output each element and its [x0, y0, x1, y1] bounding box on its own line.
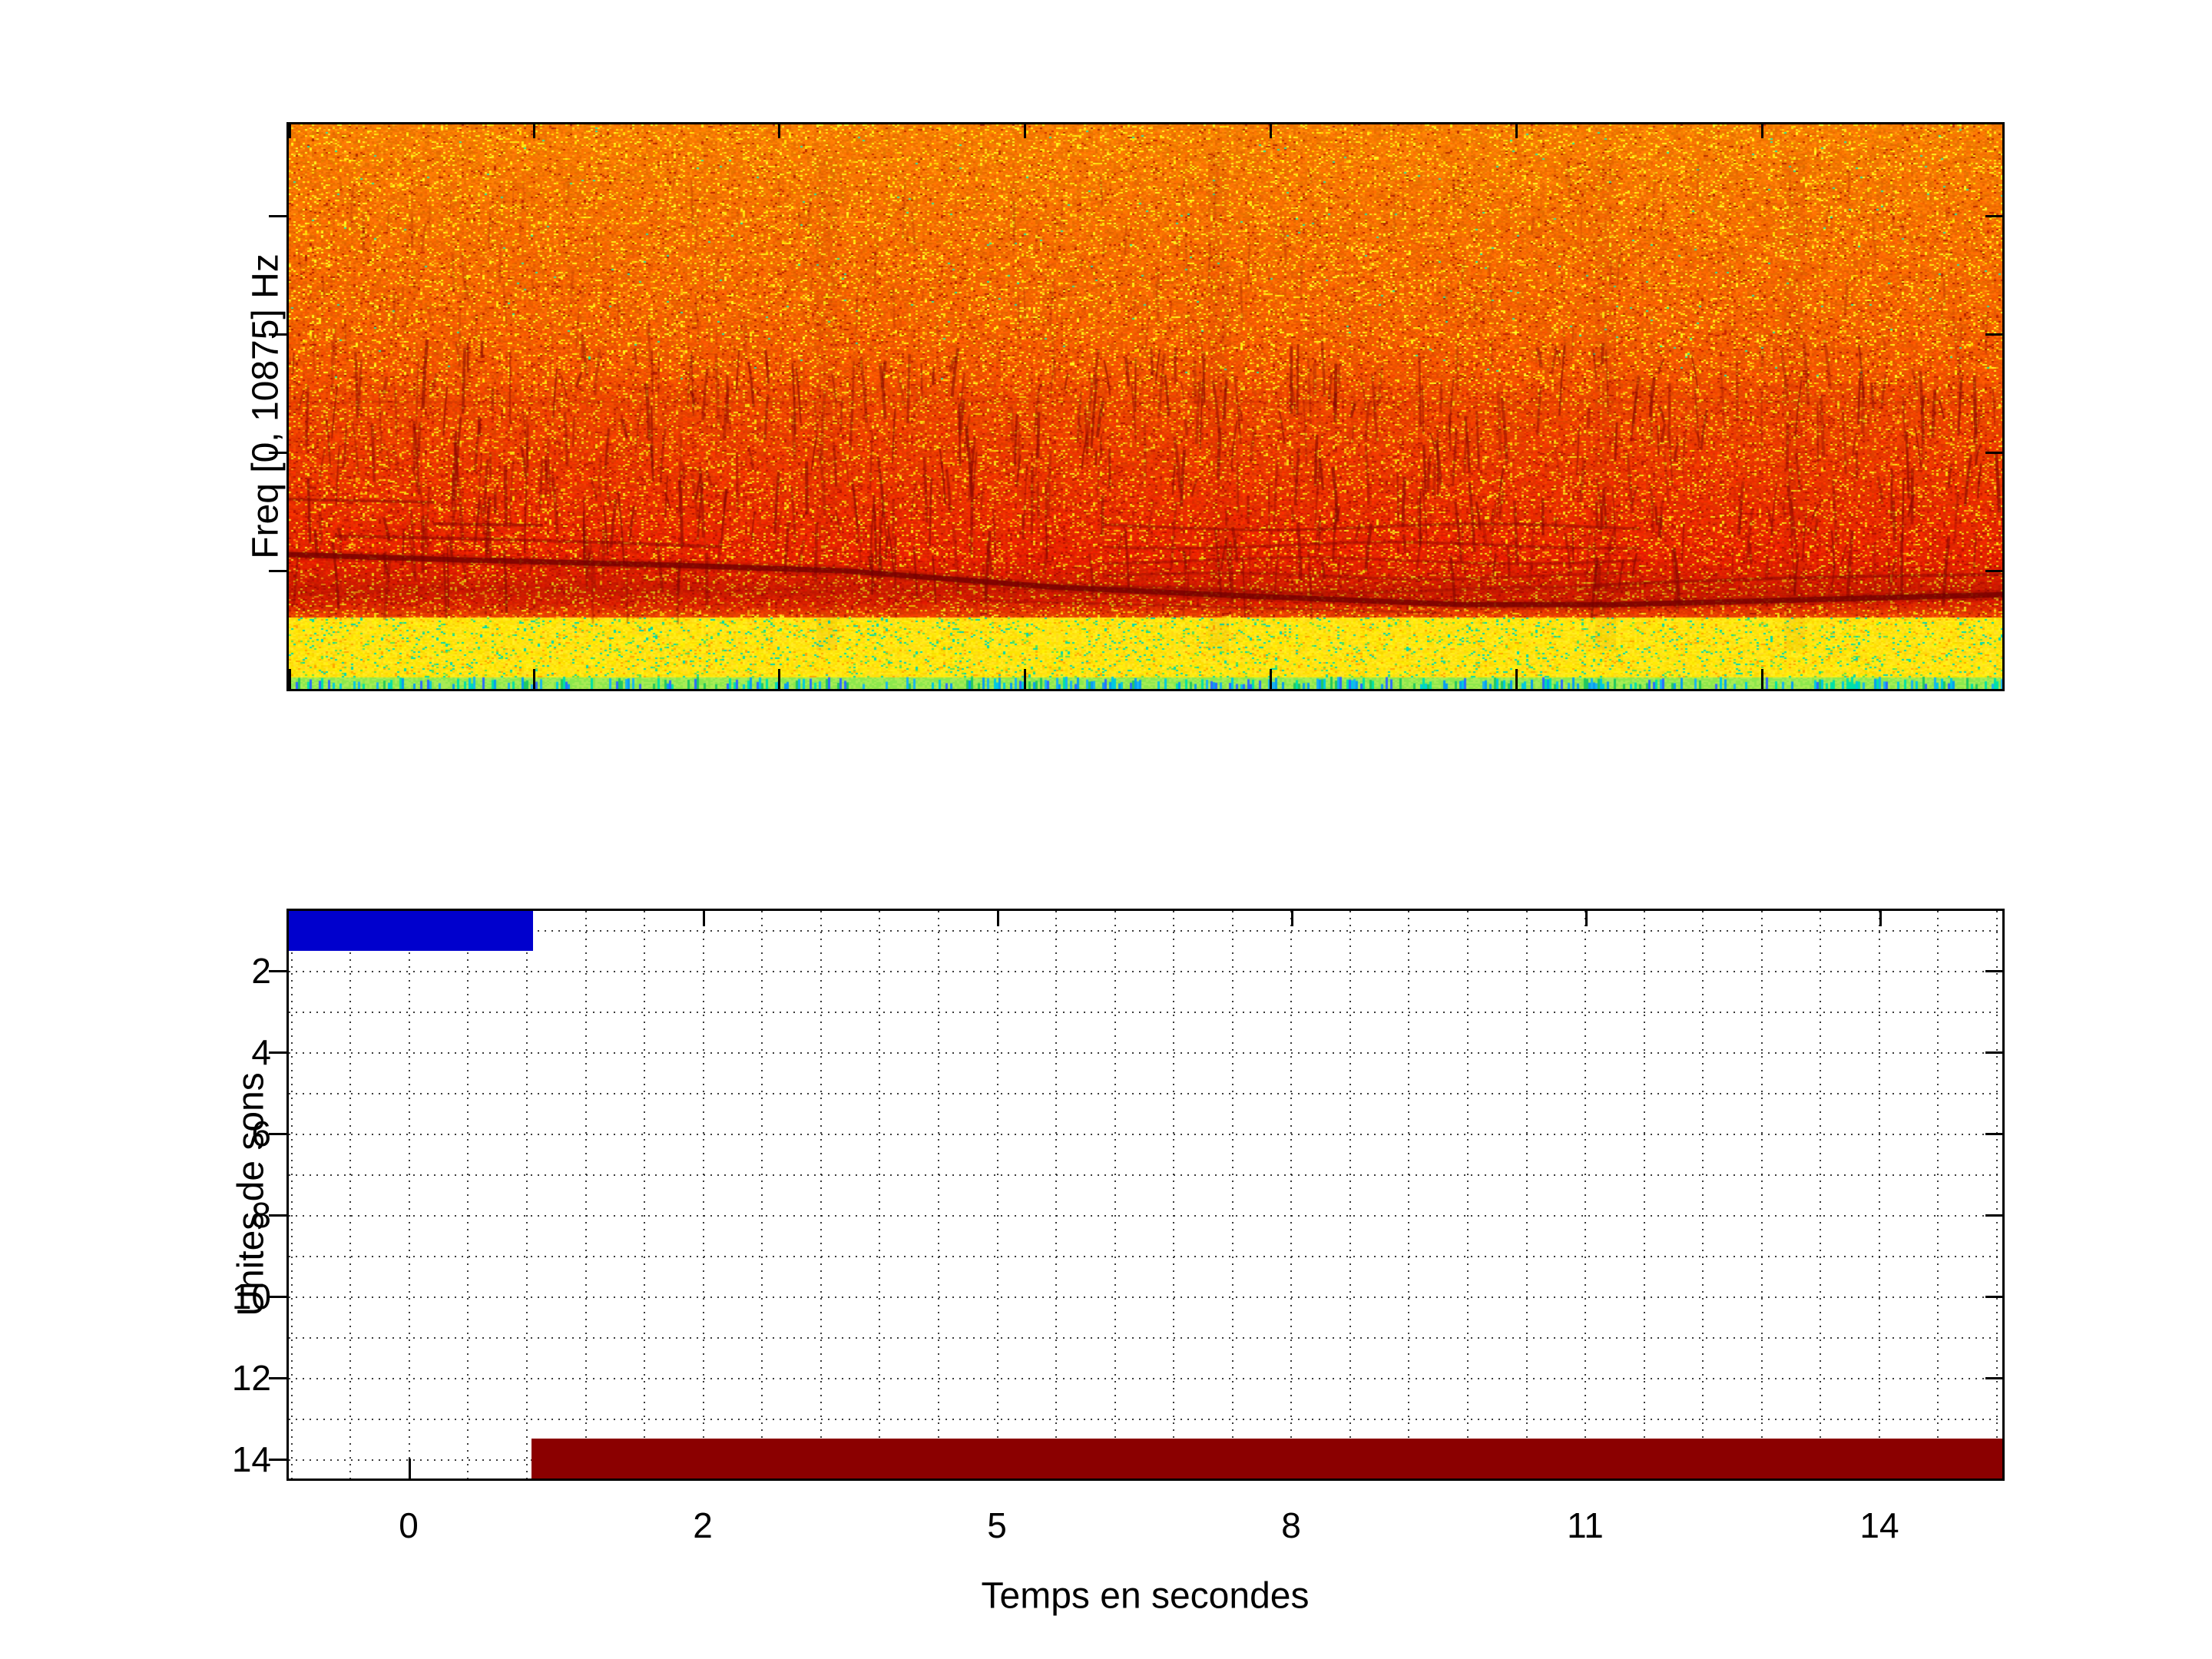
unit-14-bar-darkred [531, 1439, 2002, 1479]
time-x-axis-label: Temps en secondes [981, 1575, 1310, 1617]
spectrogram-y-axis-label: Freq [0, 10875] Hz [245, 253, 286, 559]
y-tick-label: 6 [251, 1114, 271, 1154]
y-tick-label: 4 [251, 1032, 271, 1072]
x-tick-label: 2 [693, 1505, 713, 1545]
sound-units-plot-area: 0 2 5 8 11 14 2 4 6 8 10 12 14 [232, 911, 2002, 1545]
y-tick-label: 14 [231, 1439, 271, 1479]
x-tick-label: 0 [399, 1505, 419, 1545]
x-tick-label: 8 [1281, 1505, 1301, 1545]
unit-1-bar-blue [289, 911, 533, 951]
spectrogram-plot-area [269, 124, 2002, 689]
sound-units-plot: 0 2 5 8 11 14 2 4 6 8 10 12 14 [232, 909, 2005, 1545]
x-tick-label: 5 [987, 1505, 1007, 1545]
y-tick-label: 10 [231, 1277, 271, 1316]
x-tick-label: 14 [1859, 1505, 1899, 1545]
x-tick-label: 11 [1567, 1505, 1604, 1545]
y-tick-label: 12 [231, 1358, 271, 1398]
sound-units-y-axis-label: Unites de sons [230, 1072, 272, 1316]
spectrogram-canvas [289, 124, 2002, 689]
spectrogram-plot [269, 122, 2005, 691]
y-tick-label: 8 [251, 1195, 271, 1235]
y-tick-label: 2 [251, 951, 271, 991]
